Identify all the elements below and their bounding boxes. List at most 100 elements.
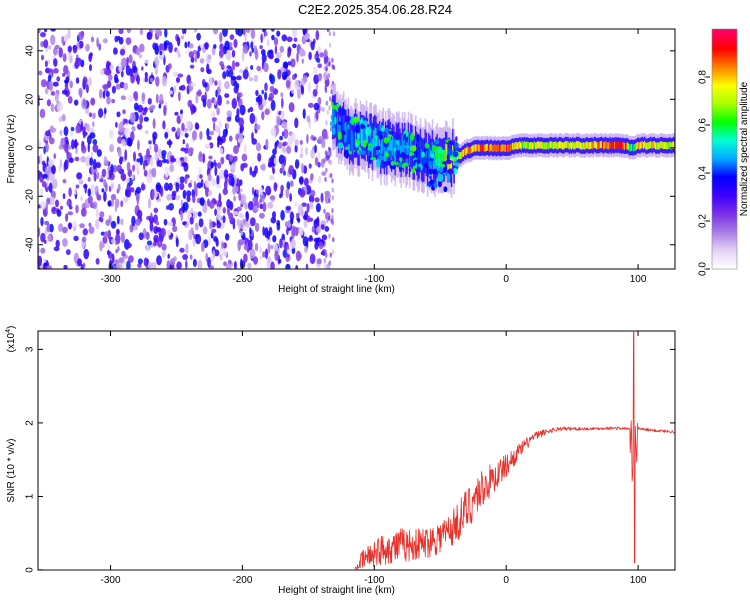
ridge-blob	[432, 168, 437, 175]
noise-blob	[146, 173, 153, 183]
ridge-core	[485, 144, 488, 152]
noise-blob	[328, 215, 331, 221]
colorbar-segment	[712, 203, 737, 206]
colorbar-segment	[712, 131, 737, 134]
ridge-blob	[375, 145, 381, 151]
noise-blob	[156, 255, 162, 266]
ridge-core	[346, 127, 349, 147]
ridge-blob	[428, 168, 433, 175]
noise-blob	[314, 144, 317, 154]
noise-blob	[96, 149, 102, 157]
noise-blob	[331, 187, 334, 193]
noise-blob	[220, 148, 224, 155]
noise-blob	[61, 114, 66, 122]
ridge-core	[339, 116, 341, 137]
ridge-blob	[354, 125, 361, 134]
ridge-blob	[374, 135, 378, 140]
noise-blob	[149, 77, 154, 83]
noise-blob	[120, 218, 124, 226]
noise-blob	[262, 99, 267, 107]
noise-blob	[163, 105, 167, 116]
noise-blob	[249, 248, 256, 259]
ridge-core	[410, 135, 412, 156]
noise-blob	[93, 172, 97, 182]
noise-blob	[296, 88, 302, 100]
ridge-core	[440, 150, 442, 171]
ridge-blob	[347, 124, 350, 130]
colorbar-segment	[712, 161, 737, 164]
noise-blob	[269, 74, 276, 85]
colorbar-segment	[712, 143, 737, 146]
noise-blob	[85, 155, 91, 167]
ridge-blob	[454, 162, 460, 167]
noise-blob	[108, 169, 113, 178]
noise-blob	[238, 68, 244, 74]
colorbar-segment	[712, 115, 737, 118]
noise-blob	[182, 139, 185, 145]
noise-blob	[328, 260, 331, 266]
noise-blob	[286, 181, 291, 191]
colorbar-segment	[712, 227, 737, 230]
noise-blob	[314, 197, 320, 203]
ridge-core	[532, 142, 535, 150]
noise-blob	[306, 215, 311, 223]
noise-blob	[274, 250, 279, 262]
noise-blob	[53, 58, 58, 67]
colorbar-segment	[712, 71, 737, 74]
noise-blob	[89, 64, 92, 72]
noise-blob	[190, 106, 194, 116]
noise-blob	[230, 176, 235, 187]
noise-blob	[265, 140, 268, 149]
noise-blob	[265, 185, 272, 196]
colorbar-segment	[712, 125, 737, 128]
noise-blob	[108, 74, 113, 81]
ridge-core	[645, 142, 647, 150]
colorbar-segment	[712, 233, 737, 236]
noise-blob	[52, 81, 59, 87]
noise-blob	[302, 215, 308, 220]
noise-blob	[216, 221, 222, 229]
noise-blob	[192, 258, 197, 267]
noise-blob	[216, 205, 222, 216]
noise-blob	[225, 128, 228, 135]
ridge-core	[567, 141, 569, 148]
ridge-core	[658, 142, 661, 150]
ridge-core	[638, 141, 640, 149]
y-tick-label: 40	[25, 45, 36, 57]
noise-blob	[234, 114, 240, 123]
noise-blob	[170, 258, 176, 266]
ridge-core	[347, 120, 350, 141]
noise-blob	[95, 162, 102, 169]
noise-blob	[95, 218, 100, 230]
colorbar-segment	[712, 167, 737, 170]
ridge-blob	[404, 154, 410, 159]
noise-blob	[282, 142, 286, 147]
noise-blob	[161, 150, 167, 156]
noise-blob	[126, 161, 131, 172]
colorbar-segment	[712, 35, 737, 38]
noise-blob	[236, 75, 242, 81]
noise-blob	[101, 168, 107, 177]
noise-blob	[263, 62, 269, 73]
noise-blob	[210, 232, 214, 239]
colorbar-segment	[712, 179, 737, 182]
noise-blob	[195, 186, 198, 197]
noise-blob	[260, 33, 263, 44]
noise-blob	[87, 188, 92, 197]
noise-blob	[304, 177, 309, 187]
noise-blob	[153, 207, 159, 213]
noise-blob	[39, 153, 43, 165]
noise-blob	[149, 156, 154, 167]
colorbar-segment	[712, 195, 737, 198]
x-tick-label: 0	[503, 274, 509, 285]
noise-blob	[192, 237, 196, 247]
noise-blob	[48, 159, 54, 167]
noise-blob	[124, 149, 127, 161]
noise-blob	[280, 92, 284, 98]
noise-blob	[235, 61, 240, 67]
colorbar-segment	[712, 265, 737, 268]
ridge-core	[484, 144, 487, 152]
ridge-blob	[390, 160, 395, 166]
ridge-core	[519, 141, 521, 149]
noise-blob	[163, 42, 167, 51]
